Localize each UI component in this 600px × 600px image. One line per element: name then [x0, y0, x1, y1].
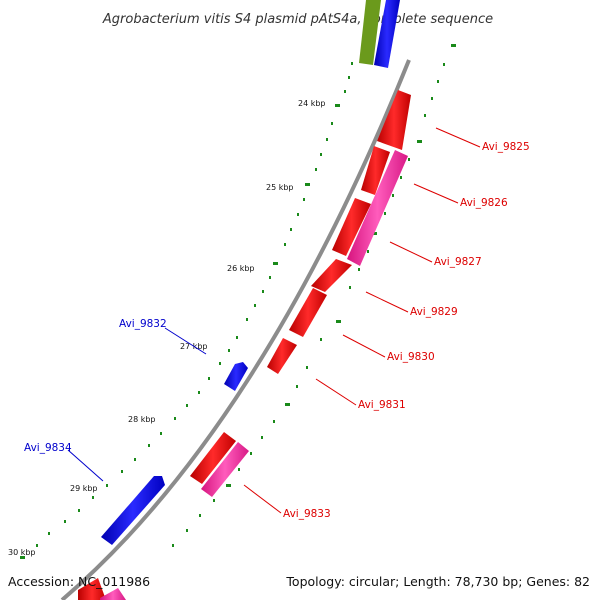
gene-avi-9830[interactable] [289, 288, 327, 337]
leader-avi-9827 [389, 241, 433, 263]
gene-olive-top[interactable] [359, 0, 381, 65]
scale-label-30kbp: 30 kbp [8, 548, 36, 557]
label-avi-9827[interactable]: Avi_9827 [434, 256, 482, 268]
label-avi-9825[interactable]: Avi_9825 [482, 141, 530, 153]
gene-avi-9825[interactable] [377, 90, 411, 150]
scale-label-25kbp: 25 kbp [266, 183, 294, 192]
gene-avi-9833-red[interactable] [190, 432, 236, 484]
tick-track-inner [20, 62, 353, 559]
leader-avi-9826 [413, 183, 459, 204]
leader-avi-9825 [435, 127, 481, 148]
plasmid-backbone [60, 59, 411, 600]
leader-avi-9834 [67, 449, 104, 482]
gene-avi-9826[interactable] [347, 150, 408, 266]
gene-avi-9826-red[interactable] [361, 146, 390, 195]
gene-label-leaders [67, 127, 481, 514]
gene-avi-9831[interactable] [267, 338, 297, 374]
gene-blue-top[interactable] [374, 0, 400, 68]
map-title: Agrobacterium vitis S4 plasmid pAtS4a, c… [102, 12, 493, 27]
scale-label-29kbp: 29 kbp [70, 484, 98, 493]
leader-avi-9831 [315, 378, 357, 406]
scale-label-28kbp: 28 kbp [128, 415, 156, 424]
accession-text: Accession: NC_011986 [8, 574, 150, 589]
gene-red-bottom[interactable] [78, 578, 106, 600]
tick-track-outer [172, 44, 456, 547]
label-avi-9826[interactable]: Avi_9826 [460, 197, 508, 209]
scale-label-24kbp: 24 kbp [298, 99, 326, 108]
gene-features [78, 0, 411, 600]
gene-avi-9832[interactable] [224, 362, 248, 391]
leader-avi-9833 [243, 484, 282, 514]
gene-avi-9827[interactable] [332, 198, 371, 256]
label-avi-9831[interactable]: Avi_9831 [358, 399, 406, 411]
label-avi-9834[interactable]: Avi_9834 [24, 442, 72, 454]
label-avi-9833[interactable]: Avi_9833 [283, 508, 331, 520]
label-avi-9832[interactable]: Avi_9832 [119, 318, 167, 330]
gene-avi-9833[interactable] [201, 442, 249, 497]
label-avi-9830[interactable]: Avi_9830 [387, 351, 435, 363]
gene-pink-bottom[interactable] [100, 588, 126, 600]
leader-avi-9832 [164, 327, 207, 355]
gene-avi-9834[interactable] [101, 476, 165, 545]
gene-avi-9829[interactable] [311, 259, 352, 292]
label-avi-9829[interactable]: Avi_9829 [410, 306, 458, 318]
leader-avi-9829 [365, 291, 409, 313]
topology-summary-text: Topology: circular; Length: 78,730 bp; G… [285, 574, 590, 589]
leader-avi-9830 [342, 334, 386, 358]
scale-label-26kbp: 26 kbp [227, 264, 255, 273]
